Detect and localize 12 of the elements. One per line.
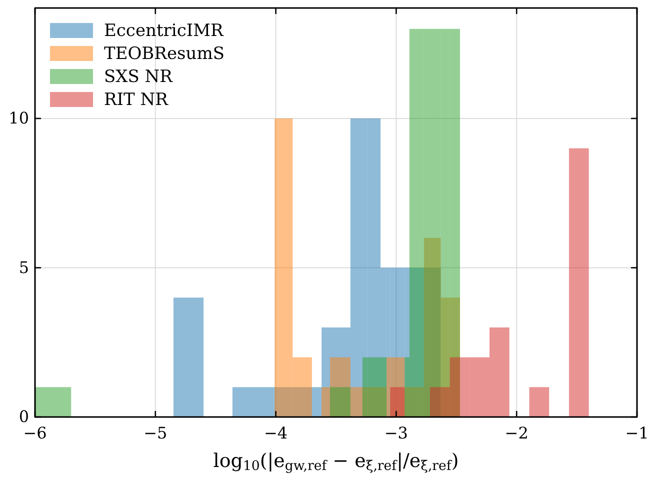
x-tick-label: −3 [384,423,408,442]
legend-label: SXS NR [104,67,174,87]
x-tick-label: −1 [625,423,649,442]
legend-label: TEOBResumS [104,44,224,64]
legend-label: EccentricIMR [104,21,224,41]
y-tick-label: 5 [18,258,29,277]
x-tick-label: −4 [264,423,288,442]
y-tick-label: 10 [8,108,29,128]
legend-label: RIT NR [104,90,170,110]
text: log$_{10}$(|e$_{gw,ref}$ − e$_{ξ,ref}$|/e$_{ξ,ref}$) [213,450,459,474]
x-tick-label: −5 [144,423,168,442]
x-tick-label: −2 [504,423,528,442]
